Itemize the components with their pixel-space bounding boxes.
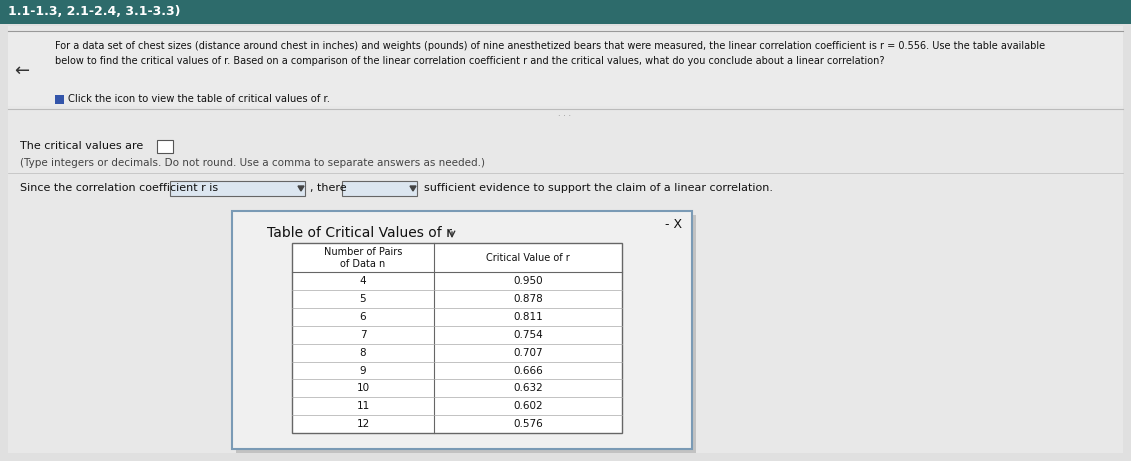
Text: . . .: . . . bbox=[559, 108, 571, 118]
Text: Table of Critical Values of r: Table of Critical Values of r bbox=[267, 226, 452, 240]
Text: sufficient evidence to support the claim of a linear correlation.: sufficient evidence to support the claim… bbox=[424, 183, 772, 193]
Text: 0.811: 0.811 bbox=[513, 312, 543, 322]
Text: 0.666: 0.666 bbox=[513, 366, 543, 376]
Text: 6: 6 bbox=[360, 312, 366, 322]
Text: Since the correlation coefficient r is: Since the correlation coefficient r is bbox=[20, 183, 218, 193]
Bar bbox=[292, 243, 622, 433]
Text: The critical values are: The critical values are bbox=[20, 141, 144, 151]
Text: 10: 10 bbox=[356, 384, 370, 393]
Text: 11: 11 bbox=[356, 401, 370, 411]
Text: , there: , there bbox=[310, 183, 346, 193]
Text: 5: 5 bbox=[360, 294, 366, 304]
Text: ←: ← bbox=[15, 62, 29, 80]
Polygon shape bbox=[411, 186, 416, 191]
Bar bbox=[157, 140, 173, 153]
Text: For a data set of chest sizes (distance around chest in inches) and weights (pou: For a data set of chest sizes (distance … bbox=[55, 41, 1045, 51]
Text: 0.950: 0.950 bbox=[513, 276, 543, 286]
Bar bbox=[55, 95, 64, 104]
Text: - X: - X bbox=[665, 218, 683, 230]
Text: Click the icon to view the table of critical values of r.: Click the icon to view the table of crit… bbox=[68, 94, 330, 104]
Text: below to find the critical values of r. Based on a comparison of the linear corr: below to find the critical values of r. … bbox=[55, 56, 884, 66]
Text: 7: 7 bbox=[360, 330, 366, 340]
Text: 8: 8 bbox=[360, 348, 366, 358]
Text: 0.878: 0.878 bbox=[513, 294, 543, 304]
Text: 9: 9 bbox=[360, 366, 366, 376]
Bar bbox=[236, 215, 696, 453]
Bar bbox=[0, 0, 1131, 24]
Text: Critical Value of r: Critical Value of r bbox=[486, 253, 570, 263]
Text: 1.1-1.3, 2.1-2.4, 3.1-3.3): 1.1-1.3, 2.1-2.4, 3.1-3.3) bbox=[8, 6, 181, 18]
Bar bbox=[170, 181, 305, 196]
Text: 0.754: 0.754 bbox=[513, 330, 543, 340]
Text: 0.707: 0.707 bbox=[513, 348, 543, 358]
Polygon shape bbox=[297, 186, 304, 191]
Bar bbox=[8, 31, 1123, 106]
Bar bbox=[342, 181, 417, 196]
Text: 0.632: 0.632 bbox=[513, 384, 543, 393]
Bar bbox=[232, 211, 692, 449]
Text: Number of Pairs
of Data n: Number of Pairs of Data n bbox=[323, 247, 403, 269]
Text: 0.576: 0.576 bbox=[513, 419, 543, 429]
Text: (Type integers or decimals. Do not round. Use a comma to separate answers as nee: (Type integers or decimals. Do not round… bbox=[20, 158, 485, 168]
Bar bbox=[8, 111, 1123, 453]
Text: 0.602: 0.602 bbox=[513, 401, 543, 411]
Text: 12: 12 bbox=[356, 419, 370, 429]
Text: 4: 4 bbox=[360, 276, 366, 286]
